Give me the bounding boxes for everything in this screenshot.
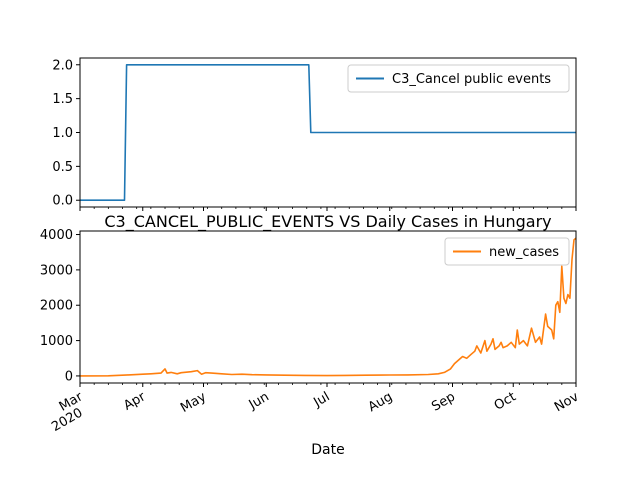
bottom-y-tick-label: 0: [65, 369, 73, 384]
chart-title: C3_CANCEL_PUBLIC_EVENTS VS Daily Cases i…: [104, 212, 551, 232]
top-plot-lines: [80, 64, 576, 201]
series-line-new-cases: [79, 237, 577, 377]
bottom-y-axis-ticks: 0 1000 2000 3000 4000: [40, 228, 80, 384]
bottom-legend-label: new_cases: [489, 245, 559, 260]
bottom-legend: new_cases: [444, 237, 570, 266]
x-tick-label: Jul: [311, 389, 333, 410]
top-plot-frame: [79, 57, 577, 208]
bottom-y-tick-label: 1000: [40, 334, 73, 349]
bottom-y-tick-label: 3000: [40, 263, 73, 278]
bottom-plot-frame: [79, 230, 577, 384]
top-chart-panel: 0.0 0.5 1.0 1.5 2.0 C3_Cancel public events: [52, 57, 577, 211]
top-legend: C3_Cancel public events: [347, 64, 570, 93]
top-legend-box: [347, 64, 570, 93]
bottom-plot-lines: [79, 237, 577, 377]
bottom-y-tick-label: 4000: [40, 228, 73, 243]
x-axis-title: Date: [311, 442, 344, 458]
bottom-legend-box: [444, 237, 570, 266]
top-y-axis-ticks: 0.0 0.5 1.0 1.5 2.0: [52, 58, 80, 209]
top-y-tick-label: 0.0: [52, 194, 73, 209]
top-legend-label: C3_Cancel public events: [392, 72, 551, 87]
top-y-tick-label: 0.5: [52, 160, 73, 175]
bottom-y-tick-label: 2000: [40, 299, 73, 314]
top-y-tick-label: 1.0: [52, 126, 73, 141]
top-y-tick-label: 2.0: [52, 58, 73, 73]
top-y-tick-label: 1.5: [52, 92, 73, 107]
series-line-c3-cancel-public-events: [80, 64, 576, 201]
